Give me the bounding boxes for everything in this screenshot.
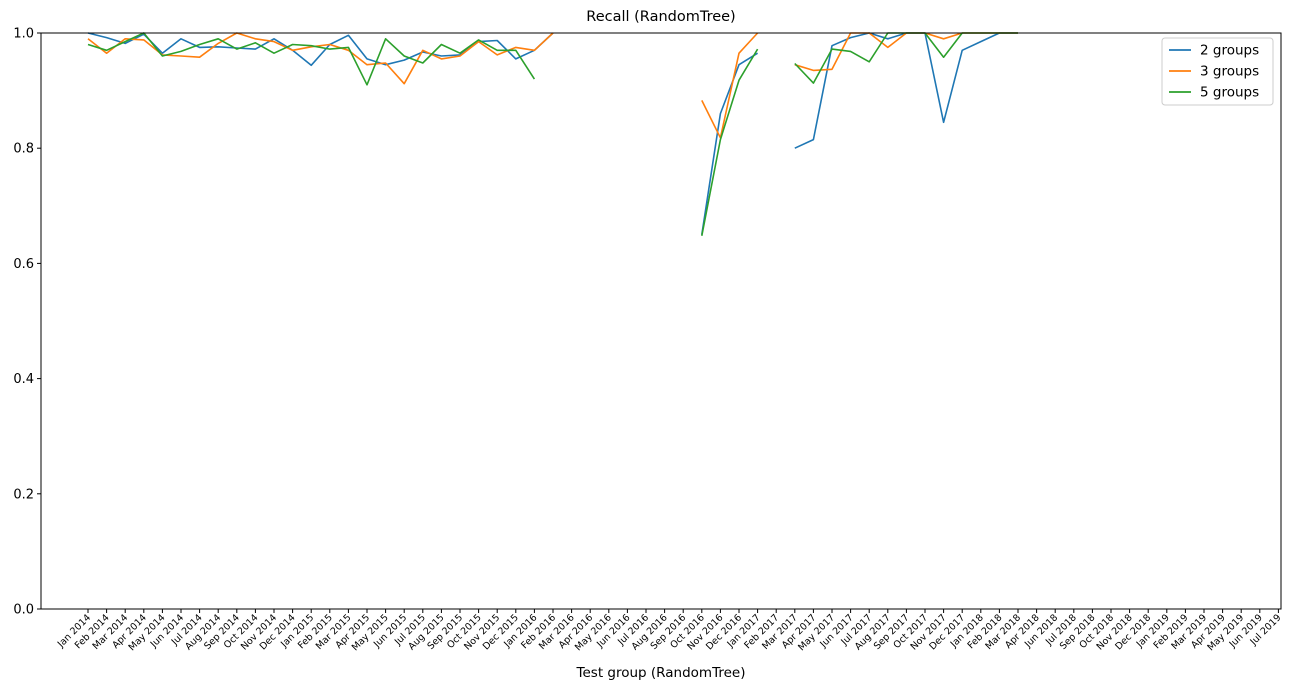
series-line [701, 32, 759, 139]
series-layer [87, 32, 1018, 236]
legend-label: 5 groups [1200, 85, 1259, 101]
legend-label: 3 groups [1200, 64, 1259, 80]
chart-title: Recall (RandomTree) [586, 9, 735, 25]
y-axis: 0.0 0.2 0.4 0.6 0.8 1.0 [13, 27, 41, 618]
y-tick-label: 0.8 [13, 142, 34, 157]
series-5-groups [87, 32, 1018, 236]
y-tick-label: 0.4 [13, 372, 34, 387]
y-tick-label: 0.6 [13, 257, 34, 272]
x-axis-label: Test group (RandomTree) [576, 665, 746, 681]
y-tick-label: 1.0 [13, 27, 34, 42]
series-2-groups [87, 32, 1018, 235]
series-line [87, 32, 536, 86]
legend-box [1161, 37, 1274, 106]
series-line [701, 48, 759, 236]
series-line [794, 32, 1018, 149]
legend-label: 2 groups [1200, 43, 1259, 59]
plot-frame [40, 32, 1282, 610]
y-tick-label: 0.0 [13, 603, 34, 618]
series-line [701, 52, 759, 235]
y-tick-label: 0.2 [13, 487, 34, 502]
legend: 2 groups 3 groups 5 groups [1161, 37, 1274, 106]
